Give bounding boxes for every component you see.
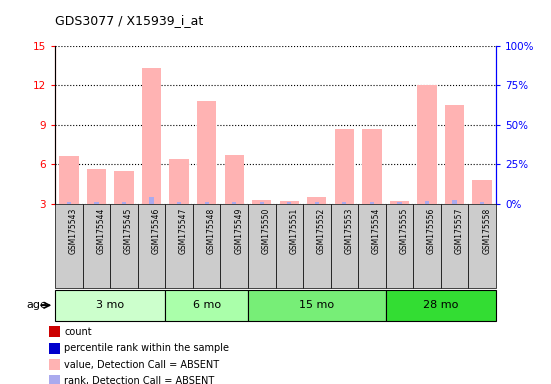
Text: GDS3077 / X15939_i_at: GDS3077 / X15939_i_at	[55, 14, 203, 27]
Bar	[122, 202, 126, 204]
Bar	[165, 290, 248, 321]
Bar	[110, 204, 138, 288]
Bar	[276, 204, 303, 288]
Text: GSM175545: GSM175545	[124, 208, 133, 254]
Text: 3 mo: 3 mo	[96, 300, 125, 310]
Bar	[280, 201, 299, 204]
Bar	[177, 202, 181, 204]
Bar	[204, 202, 209, 204]
Bar	[390, 201, 409, 204]
Bar	[48, 359, 60, 371]
Bar	[193, 204, 220, 288]
Text: GSM175544: GSM175544	[96, 208, 105, 254]
Bar	[248, 290, 386, 321]
Bar	[397, 202, 402, 204]
Bar	[165, 204, 193, 288]
Bar	[363, 129, 381, 204]
Bar	[170, 159, 188, 204]
Bar	[307, 197, 326, 204]
Bar	[331, 204, 358, 288]
Bar	[67, 202, 71, 204]
Bar	[452, 200, 457, 204]
Text: age: age	[26, 300, 47, 310]
Bar	[413, 204, 441, 288]
Text: count: count	[64, 327, 92, 337]
Text: GSM175546: GSM175546	[152, 208, 160, 254]
Bar	[94, 202, 99, 204]
Bar	[87, 169, 106, 204]
Text: rank, Detection Call = ABSENT: rank, Detection Call = ABSENT	[64, 376, 215, 384]
Text: 15 mo: 15 mo	[299, 300, 334, 310]
Bar	[252, 200, 271, 204]
Bar	[473, 180, 491, 204]
Bar	[55, 290, 165, 321]
Text: GSM175552: GSM175552	[317, 208, 326, 254]
Bar	[48, 376, 60, 384]
Text: GSM175551: GSM175551	[289, 208, 298, 254]
Text: GSM175554: GSM175554	[372, 208, 381, 254]
Text: GSM175555: GSM175555	[399, 208, 408, 254]
Bar	[441, 204, 468, 288]
Text: 28 mo: 28 mo	[423, 300, 458, 310]
Text: GSM175550: GSM175550	[262, 208, 271, 254]
Bar	[248, 204, 276, 288]
Bar	[225, 155, 244, 204]
Text: 6 mo: 6 mo	[192, 300, 221, 310]
Bar	[425, 201, 429, 204]
Bar	[303, 204, 331, 288]
Bar	[149, 197, 154, 204]
Bar	[138, 204, 165, 288]
Text: GSM175547: GSM175547	[179, 208, 188, 254]
Bar	[468, 204, 496, 288]
Text: GSM175558: GSM175558	[482, 208, 491, 254]
Bar	[48, 326, 60, 337]
Text: GSM175556: GSM175556	[427, 208, 436, 254]
Bar	[83, 204, 110, 288]
Bar	[358, 204, 386, 288]
Text: GSM175553: GSM175553	[344, 208, 353, 254]
Bar	[197, 101, 216, 204]
Text: GSM175549: GSM175549	[234, 208, 243, 254]
Bar	[232, 202, 236, 204]
Bar	[260, 202, 264, 204]
Text: value, Detection Call = ABSENT: value, Detection Call = ABSENT	[64, 360, 219, 370]
Text: GSM175557: GSM175557	[455, 208, 463, 254]
Bar	[287, 202, 291, 204]
Text: GSM175543: GSM175543	[69, 208, 78, 254]
Bar	[115, 171, 133, 204]
Text: percentile rank within the sample: percentile rank within the sample	[64, 343, 229, 353]
Bar	[480, 202, 484, 204]
Bar	[315, 202, 319, 204]
Bar	[335, 129, 354, 204]
Bar	[220, 204, 248, 288]
Bar	[48, 343, 60, 354]
Bar	[55, 204, 83, 288]
Bar	[386, 204, 413, 288]
Bar	[142, 68, 161, 204]
Bar	[445, 105, 464, 204]
Bar	[418, 86, 436, 204]
Bar	[60, 156, 78, 204]
Bar	[370, 202, 374, 204]
Text: GSM175548: GSM175548	[207, 208, 215, 254]
Bar	[386, 290, 496, 321]
Bar	[342, 202, 347, 204]
